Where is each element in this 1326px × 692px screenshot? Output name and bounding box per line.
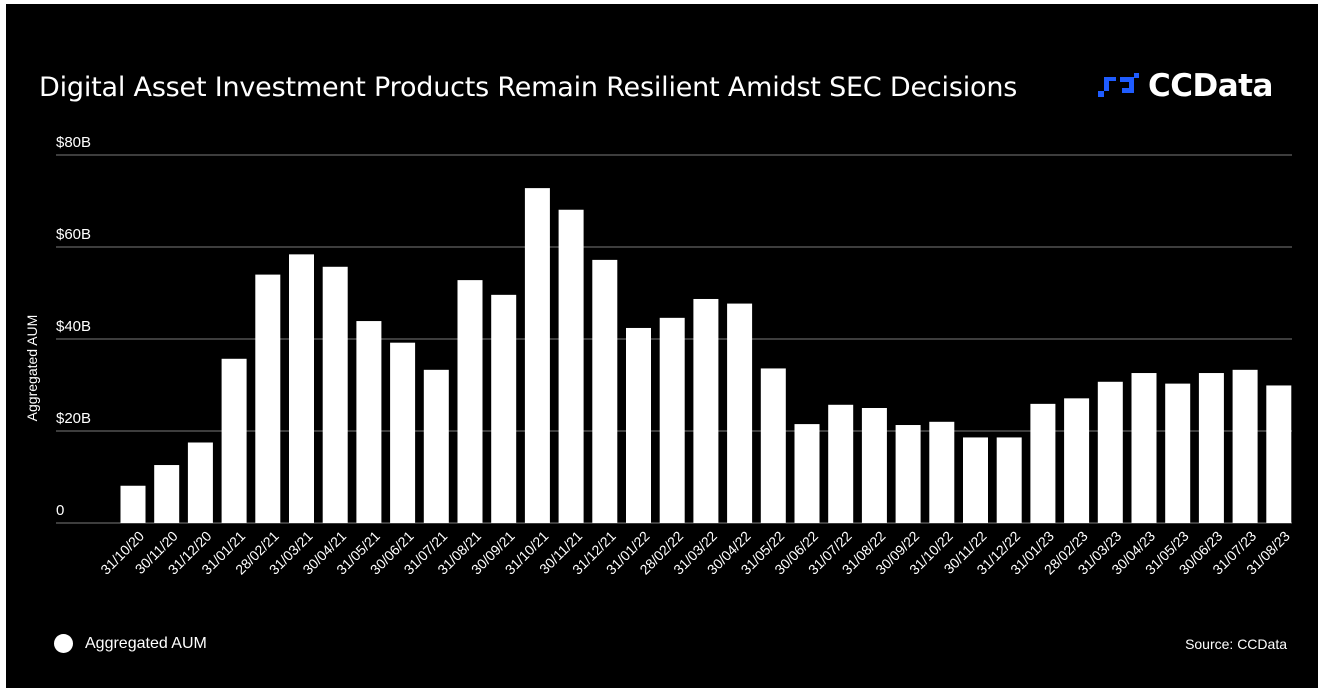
bar — [996, 437, 1022, 523]
bar — [659, 317, 685, 523]
bar — [1064, 398, 1090, 523]
bar — [524, 188, 550, 523]
bar — [693, 298, 719, 523]
bar — [558, 209, 584, 524]
bar — [929, 421, 955, 523]
bar — [592, 259, 618, 523]
bar — [457, 280, 483, 523]
bar — [1030, 403, 1056, 523]
source-note: Source: CCData — [1185, 636, 1287, 652]
bar — [1198, 373, 1224, 523]
bar — [626, 327, 651, 523]
bar — [120, 485, 146, 523]
chart-panel: Digital Asset Investment Products Remain… — [6, 4, 1318, 688]
ccdata-logo: CCData — [1096, 68, 1273, 104]
y-tick-label: $80B — [56, 134, 91, 151]
bar — [1165, 383, 1191, 523]
bar — [187, 442, 213, 523]
x-tick-labels: 31/10/2030/11/2031/12/2031/01/2128/02/21… — [97, 528, 1293, 578]
bar — [322, 266, 348, 523]
bar — [356, 321, 382, 523]
legend: Aggregated AUM — [54, 634, 207, 653]
bar — [895, 425, 921, 523]
legend-label: Aggregated AUM — [85, 634, 207, 652]
bar — [289, 254, 314, 524]
bar — [794, 424, 820, 523]
ccdata-logo-text: CCData — [1148, 68, 1273, 104]
bar — [727, 303, 753, 523]
legend-swatch — [54, 634, 73, 653]
y-tick-label: $20B — [56, 410, 91, 427]
bar-chart: 0 $20B $40B $60B $80B 31/10/2030/11/2031/12/… — [24, 134, 1293, 578]
y-axis-label: Aggregated AUM — [24, 315, 40, 422]
bar — [1097, 381, 1123, 523]
y-tick-label: $40B — [56, 318, 91, 335]
bar — [861, 408, 887, 523]
bar — [1131, 373, 1157, 523]
bar — [1232, 369, 1258, 523]
bar — [154, 465, 180, 523]
ccdata-logo-icon — [1098, 73, 1139, 97]
bar — [1266, 385, 1292, 523]
bar — [423, 369, 449, 523]
bars — [120, 188, 1292, 524]
bar — [221, 358, 247, 523]
y-tick-label: 0 — [56, 502, 64, 519]
y-tick-label: $60B — [56, 226, 91, 243]
bar — [828, 404, 854, 523]
y-tick-labels: 0 $20B $40B $60B $80B — [56, 134, 91, 519]
chart-title: Digital Asset Investment Products Remain… — [39, 72, 1018, 103]
bar — [390, 342, 416, 523]
bar — [963, 437, 988, 523]
bar — [255, 274, 281, 523]
bar — [491, 294, 517, 523]
bar — [760, 368, 786, 523]
